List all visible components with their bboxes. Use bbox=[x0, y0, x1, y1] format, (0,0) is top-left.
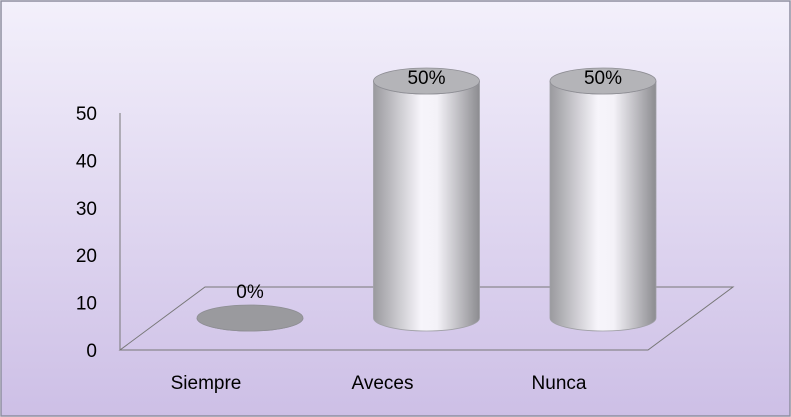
y-tick-label: 0 bbox=[86, 341, 97, 362]
cylinder bbox=[549, 80, 657, 332]
y-tick-label: 20 bbox=[76, 246, 97, 267]
y-tick-label: 40 bbox=[76, 151, 97, 172]
x-tick-label: Aveces bbox=[352, 373, 414, 394]
value-label: 50% bbox=[584, 68, 622, 89]
value-label: 0% bbox=[236, 282, 264, 303]
cylinder-top bbox=[196, 304, 304, 332]
y-tick-label: 30 bbox=[76, 199, 97, 220]
cylinder bbox=[373, 80, 480, 332]
y-tick-label: 10 bbox=[76, 294, 97, 315]
value-label: 50% bbox=[407, 68, 445, 89]
cylinder-top bbox=[549, 67, 657, 95]
y-tick-label: 50 bbox=[76, 104, 97, 125]
cylinder-top bbox=[373, 67, 480, 95]
x-tick-label: Siempre bbox=[171, 373, 242, 394]
x-tick-label: Nunca bbox=[532, 373, 587, 394]
